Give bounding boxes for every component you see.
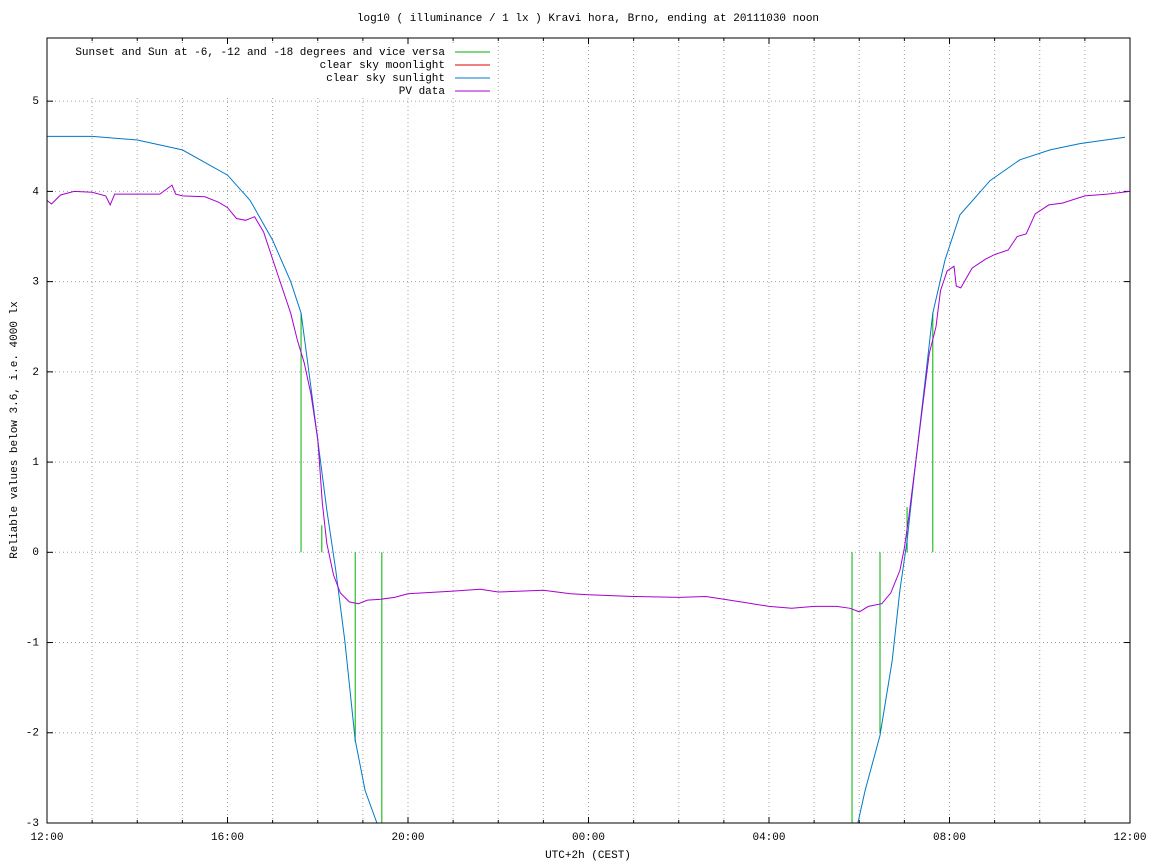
y-tick-label: 2 — [32, 367, 39, 379]
plot-frame — [46, 37, 1131, 824]
legend-background — [50, 59, 495, 72]
legend-label: Sunset and Sun at -6, -12 and -18 degree… — [75, 47, 445, 59]
x-tick-label: 04:00 — [752, 832, 785, 844]
y-tick-label: 4 — [32, 186, 39, 198]
plot-area — [47, 135, 1130, 823]
x-tick-label: 12:00 — [30, 832, 63, 844]
y-tick-label: 1 — [32, 457, 39, 469]
chart-title: log10 ( illuminance / 1 lx ) Kravi hora,… — [357, 13, 819, 25]
legend-background — [50, 85, 495, 98]
y-tick-label: 0 — [32, 547, 39, 559]
y-axis-label: Reliable values below 3.6, i.e. 4000 lx — [9, 301, 21, 559]
y-tick-label: -3 — [26, 818, 39, 830]
series-line — [47, 135, 1126, 823]
x-tick-label: 00:00 — [572, 832, 605, 844]
y-tick-label: -1 — [26, 637, 40, 649]
x-tick-label: 16:00 — [211, 832, 244, 844]
x-tick-label: 20:00 — [391, 832, 424, 844]
legend-label: clear sky sunlight — [326, 73, 445, 85]
y-tick-label: -2 — [26, 728, 39, 740]
x-tick-label: 08:00 — [933, 832, 966, 844]
y-tick-label: 5 — [32, 96, 39, 108]
legend-background — [50, 46, 495, 59]
series-line — [47, 184, 1130, 613]
y-tick-label: 3 — [32, 277, 39, 289]
legend-label: PV data — [399, 86, 446, 98]
legend-background — [50, 72, 495, 85]
x-tick-label: 12:00 — [1113, 832, 1146, 844]
legend-label: clear sky moonlight — [320, 60, 445, 72]
x-axis-label: UTC+2h (CEST) — [545, 850, 631, 862]
